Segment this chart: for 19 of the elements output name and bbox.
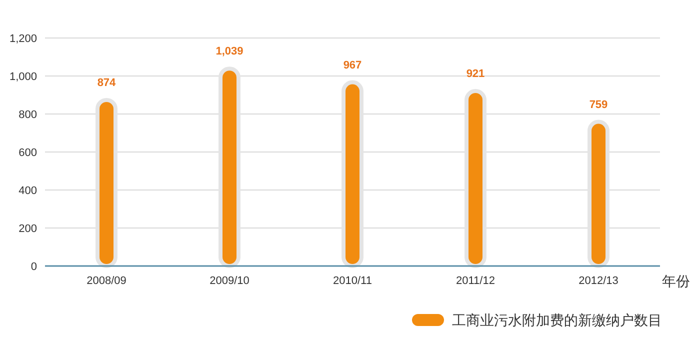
data-label: 967 (343, 59, 362, 72)
data-label: 874 (97, 76, 117, 89)
y-tick-label: 200 (18, 223, 37, 235)
x-tick-label: 2008/09 (86, 275, 126, 287)
data-label: 759 (589, 98, 608, 111)
data-label: 921 (466, 68, 485, 80)
x-tick-label: 2011/12 (456, 275, 495, 287)
y-tick-label: 600 (18, 147, 37, 159)
x-axis-title: 年份 (662, 273, 690, 289)
y-tick-label: 0 (30, 261, 37, 273)
data-label: 1,039 (216, 46, 244, 58)
y-tick-label: 800 (18, 109, 37, 121)
x-tick-label: 2012/13 (578, 275, 618, 287)
legend-label: 工商业污水附加费的新缴纳户数目 (452, 312, 662, 328)
y-tick-label: 400 (18, 185, 37, 197)
y-tick-label: 1,000 (9, 71, 37, 83)
y-tick-label: 1,200 (9, 33, 37, 45)
x-tick-label: 2009/10 (210, 275, 250, 287)
x-tick-label: 2010/11 (333, 275, 372, 287)
